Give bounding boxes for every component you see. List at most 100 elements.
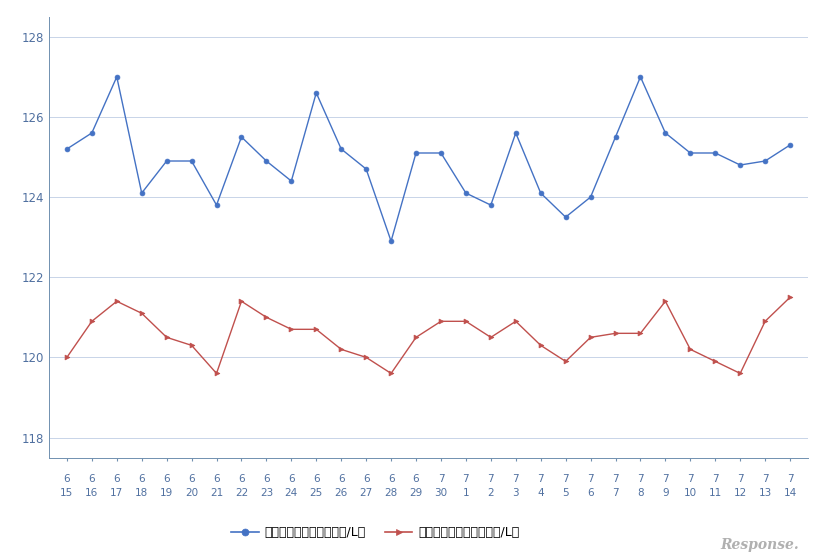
レギュラー看板価格（円/L） bbox=[137, 190, 147, 196]
レギュラー看板価格（円/L） bbox=[710, 150, 720, 156]
Text: 5: 5 bbox=[562, 488, 569, 498]
Text: 30: 30 bbox=[434, 488, 447, 498]
Text: 24: 24 bbox=[285, 488, 298, 498]
Text: 7: 7 bbox=[588, 474, 594, 484]
Text: 17: 17 bbox=[110, 488, 124, 498]
レギュラー看板価格（円/L） bbox=[461, 190, 471, 196]
レギュラー実売価格（円/L） bbox=[660, 298, 670, 305]
レギュラー実売価格（円/L） bbox=[386, 370, 396, 377]
Text: 6: 6 bbox=[388, 474, 395, 484]
レギュラー実売価格（円/L） bbox=[560, 358, 570, 365]
レギュラー実売価格（円/L） bbox=[735, 370, 745, 377]
Text: 6: 6 bbox=[338, 474, 344, 484]
Text: 20: 20 bbox=[185, 488, 198, 498]
レギュラー看板価格（円/L） bbox=[186, 158, 196, 165]
Text: 16: 16 bbox=[85, 488, 98, 498]
Text: 21: 21 bbox=[210, 488, 223, 498]
Text: 7: 7 bbox=[637, 474, 644, 484]
レギュラー実売価格（円/L） bbox=[635, 330, 645, 336]
レギュラー実売価格（円/L） bbox=[461, 318, 471, 325]
レギュラー実売価格（円/L） bbox=[112, 298, 122, 305]
Text: 6: 6 bbox=[213, 474, 220, 484]
Text: 6: 6 bbox=[588, 488, 594, 498]
レギュラー看板価格（円/L） bbox=[761, 158, 770, 165]
レギュラー看板価格（円/L） bbox=[436, 150, 446, 156]
Text: 25: 25 bbox=[310, 488, 323, 498]
Text: 7: 7 bbox=[438, 474, 444, 484]
Text: 8: 8 bbox=[637, 488, 644, 498]
レギュラー実売価格（円/L） bbox=[336, 346, 346, 353]
Line: レギュラー看板価格（円/L）: レギュラー看板価格（円/L） bbox=[64, 74, 793, 244]
レギュラー実売価格（円/L） bbox=[212, 370, 222, 377]
Text: 3: 3 bbox=[513, 488, 519, 498]
Text: Response.: Response. bbox=[720, 538, 799, 552]
レギュラー実売価格（円/L） bbox=[536, 342, 545, 349]
Text: 27: 27 bbox=[359, 488, 372, 498]
Text: 4: 4 bbox=[537, 488, 544, 498]
レギュラー実売価格（円/L） bbox=[436, 318, 446, 325]
Text: 29: 29 bbox=[410, 488, 423, 498]
レギュラー実売価格（円/L） bbox=[311, 326, 321, 333]
レギュラー看板価格（円/L） bbox=[586, 194, 596, 200]
レギュラー看板価格（円/L） bbox=[336, 146, 346, 152]
レギュラー看板価格（円/L） bbox=[112, 74, 122, 80]
レギュラー実売価格（円/L） bbox=[411, 334, 421, 341]
レギュラー看板価格（円/L） bbox=[486, 202, 496, 209]
レギュラー実売価格（円/L） bbox=[785, 294, 795, 301]
レギュラー実売価格（円/L） bbox=[361, 354, 371, 360]
レギュラー実売価格（円/L） bbox=[611, 330, 620, 336]
レギュラー実売価格（円/L） bbox=[62, 354, 72, 360]
レギュラー実売価格（円/L） bbox=[186, 342, 196, 349]
Text: 2: 2 bbox=[488, 488, 494, 498]
Text: 7: 7 bbox=[662, 474, 669, 484]
Text: 6: 6 bbox=[63, 474, 70, 484]
レギュラー看板価格（円/L） bbox=[87, 129, 96, 136]
Text: 12: 12 bbox=[733, 488, 747, 498]
レギュラー看板価格（円/L） bbox=[361, 166, 371, 172]
レギュラー実売価格（円/L） bbox=[761, 318, 770, 325]
レギュラー看板価格（円/L） bbox=[212, 202, 222, 209]
Text: 7: 7 bbox=[537, 474, 544, 484]
レギュラー看板価格（円/L） bbox=[162, 158, 171, 165]
レギュラー実売価格（円/L） bbox=[686, 346, 695, 353]
Text: 15: 15 bbox=[60, 488, 73, 498]
レギュラー看板価格（円/L） bbox=[660, 129, 670, 136]
レギュラー看板価格（円/L） bbox=[735, 162, 745, 169]
Text: 26: 26 bbox=[335, 488, 348, 498]
レギュラー実売価格（円/L） bbox=[236, 298, 246, 305]
レギュラー看板価格（円/L） bbox=[560, 214, 570, 220]
Text: 6: 6 bbox=[88, 474, 95, 484]
レギュラー看板価格（円/L） bbox=[62, 146, 72, 152]
Text: 6: 6 bbox=[114, 474, 120, 484]
レギュラー実売価格（円/L） bbox=[87, 318, 96, 325]
Text: 6: 6 bbox=[363, 474, 369, 484]
レギュラー実売価格（円/L） bbox=[287, 326, 297, 333]
Text: 14: 14 bbox=[784, 488, 797, 498]
Text: 19: 19 bbox=[160, 488, 173, 498]
Text: 7: 7 bbox=[612, 474, 619, 484]
レギュラー実売価格（円/L） bbox=[586, 334, 596, 341]
Text: 23: 23 bbox=[260, 488, 273, 498]
レギュラー看板価格（円/L） bbox=[287, 177, 297, 184]
Text: 6: 6 bbox=[138, 474, 145, 484]
Text: 7: 7 bbox=[462, 474, 469, 484]
Legend: レギュラー看板価格（円/L）, レギュラー実売価格（円/L）: レギュラー看板価格（円/L）, レギュラー実売価格（円/L） bbox=[226, 521, 525, 544]
レギュラー実売価格（円/L） bbox=[137, 310, 147, 316]
Text: 6: 6 bbox=[163, 474, 170, 484]
レギュラー看板価格（円/L） bbox=[686, 150, 695, 156]
Text: 22: 22 bbox=[235, 488, 248, 498]
Text: 7: 7 bbox=[612, 488, 619, 498]
Text: 6: 6 bbox=[313, 474, 320, 484]
レギュラー実売価格（円/L） bbox=[710, 358, 720, 365]
Text: 10: 10 bbox=[684, 488, 697, 498]
Text: 6: 6 bbox=[413, 474, 419, 484]
Text: 7: 7 bbox=[787, 474, 794, 484]
Text: 1: 1 bbox=[462, 488, 469, 498]
Text: 18: 18 bbox=[135, 488, 148, 498]
Text: 28: 28 bbox=[385, 488, 398, 498]
Text: 6: 6 bbox=[288, 474, 295, 484]
Line: レギュラー実売価格（円/L）: レギュラー実売価格（円/L） bbox=[64, 295, 793, 376]
Text: 7: 7 bbox=[737, 474, 743, 484]
Text: 9: 9 bbox=[662, 488, 669, 498]
Text: 6: 6 bbox=[263, 474, 269, 484]
